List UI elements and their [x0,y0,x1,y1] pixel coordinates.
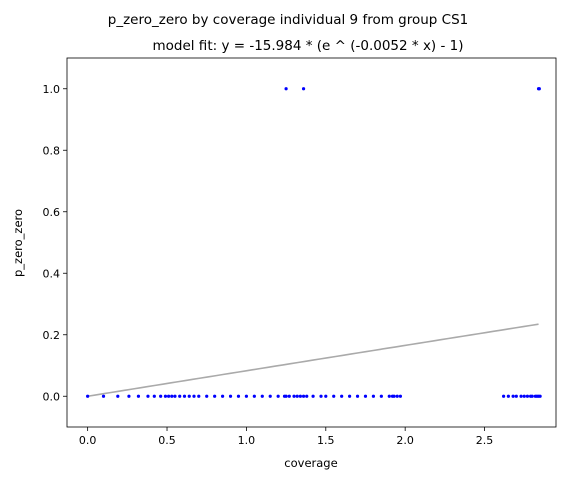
data-point [136,394,141,398]
y-axis-label: p_zero_zero [11,209,25,277]
data-point [182,394,187,398]
data-point [311,394,315,398]
data-point [324,394,328,398]
x-tick-label: 2.0 [396,434,414,447]
data-point [244,394,249,398]
data-point [506,394,510,398]
data-point [146,394,150,398]
data-point [173,394,177,398]
data-point [163,394,168,398]
x-axis: 0.0 0.5 1.0 1.5 2.0 2.5 [79,427,493,447]
y-tick-label: 1.0 [43,83,61,96]
data-point [197,394,201,398]
x-tick-label: 2.5 [476,434,494,447]
data-point [86,394,90,398]
y-tick-label: 0.6 [43,206,61,219]
data-point [392,394,396,398]
data-point [301,394,306,398]
x-tick-label: 1.0 [238,434,256,447]
fit-line [87,323,539,398]
data-point [319,394,323,398]
data-points [86,87,542,398]
data-point [538,394,542,398]
data-point [363,394,368,398]
data-point [511,394,515,398]
data-point [205,394,209,398]
data-point [519,394,523,398]
data-point [116,394,120,398]
data-point [502,394,506,398]
data-point [525,394,530,398]
data-point [127,394,131,398]
data-point [192,394,196,398]
data-point [298,394,302,398]
y-tick-label: 0.0 [43,390,61,403]
plot-area [66,57,557,428]
x-tick-label: 0.5 [158,434,176,447]
data-point [276,394,280,398]
data-point [252,394,256,398]
data-point [537,87,541,91]
data-point [170,394,174,398]
data-point [287,394,291,398]
data-point [355,394,360,398]
data-point [187,394,191,398]
chart-title: p_zero_zero by coverage individual 9 fro… [108,12,468,28]
data-point [530,394,534,398]
data-point [236,394,241,398]
y-tick-label: 0.8 [43,144,61,157]
data-point [295,394,299,398]
data-point [220,394,225,398]
y-axis: 0.0 0.2 0.4 0.6 0.8 1.0 [43,83,67,403]
data-point [152,394,156,398]
data-point [101,394,106,398]
data-point [514,394,518,398]
data-point [213,394,217,398]
data-point [284,394,288,398]
x-axis-label: coverage [284,456,337,470]
data-point [292,394,296,398]
y-tick-label: 0.2 [43,329,61,342]
data-point [159,394,163,398]
data-point [379,394,383,398]
data-point [371,394,376,398]
data-point [348,394,352,398]
data-point [167,394,171,398]
data-point [178,394,182,398]
data-point [395,394,399,398]
data-point [522,394,526,398]
data-point [305,394,309,398]
y-tick-label: 0.4 [43,267,61,280]
data-point [332,394,336,398]
data-point [260,394,264,398]
data-point [268,394,272,398]
chart-subtitle: model fit: y = -15.984 * (e ^ (-0.0052 *… [152,38,463,54]
data-point [340,394,344,398]
data-point [228,394,233,398]
x-tick-label: 0.0 [79,434,97,447]
data-point [301,87,306,91]
data-point [284,87,288,91]
data-point [398,394,403,398]
x-tick-label: 1.5 [317,434,335,447]
data-point [387,394,391,398]
